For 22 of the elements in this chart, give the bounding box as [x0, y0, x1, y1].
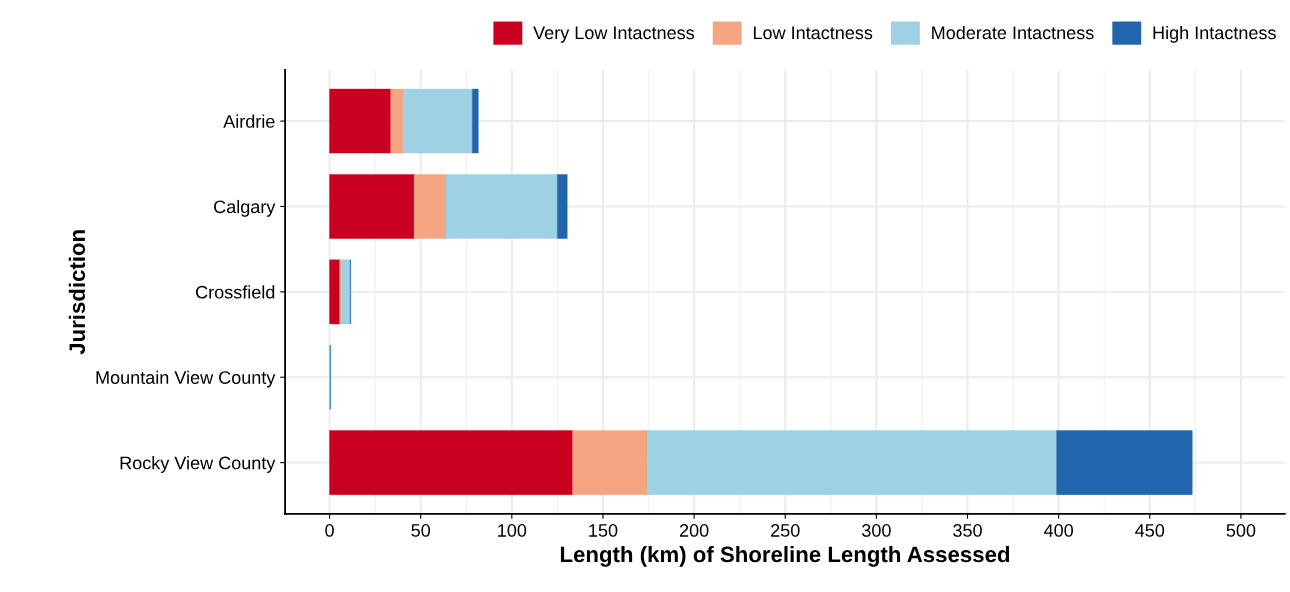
y-tick-label: Rocky View County	[120, 456, 276, 473]
x-tick-label: 400	[1044, 524, 1073, 537]
x-axis-title: Length (km) of Shoreline Length Assessed	[560, 545, 1010, 567]
legend-label: Low Intactness	[753, 26, 873, 40]
x-tick-label: 500	[1226, 524, 1256, 537]
y-tick-label: Calgary	[214, 199, 276, 217]
legend-label: Very Low Intactness	[533, 26, 695, 43]
x-tick-label: 100	[498, 524, 527, 537]
x-tick-label: 300	[862, 524, 891, 537]
x-tick-label: 250	[771, 524, 800, 537]
y-axis-title: Jurisdiction	[68, 230, 86, 355]
y-tick-label: Mountain View County	[96, 370, 276, 388]
legend-label: Moderate Intactness	[932, 25, 1094, 40]
x-tick-label: 0	[325, 524, 334, 537]
x-tick-label: 50	[411, 524, 431, 537]
x-tick-label: 450	[1135, 524, 1165, 537]
x-tick-label: 200	[679, 524, 709, 537]
y-tick-label: Crossfield	[196, 285, 275, 299]
x-tick-label: 350	[953, 524, 982, 537]
legend-label: High Intactness	[1153, 25, 1276, 43]
y-tick-label: Airdrie	[223, 114, 275, 128]
x-tick-label: 150	[589, 524, 618, 537]
